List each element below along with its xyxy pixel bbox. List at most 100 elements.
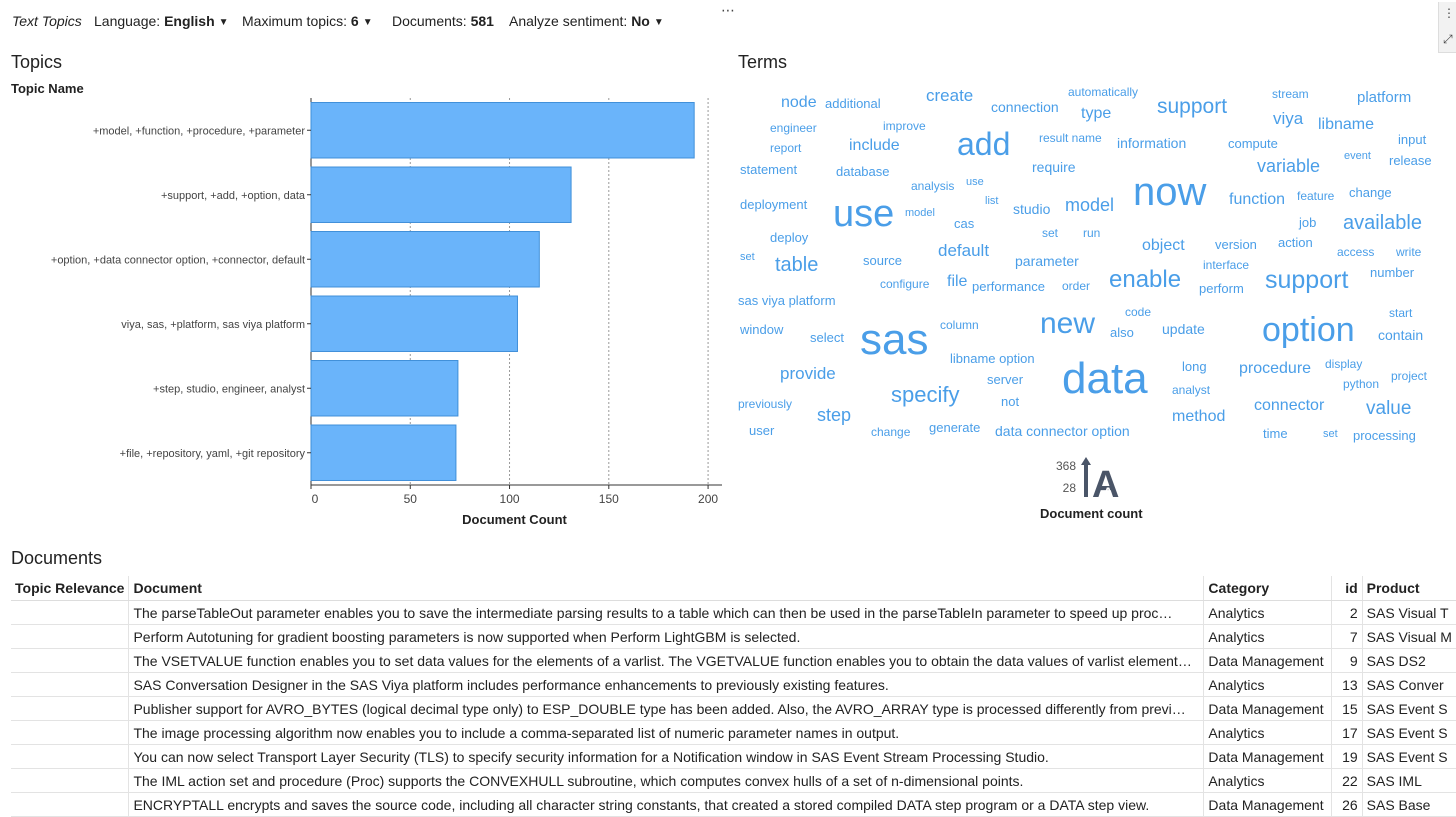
term-release[interactable]: release bbox=[1389, 153, 1432, 168]
max-topics-dropdown[interactable]: Maximum topics: 6 ▼ bbox=[242, 13, 373, 29]
more-horizontal-icon[interactable]: ⋯ bbox=[721, 2, 736, 18]
term-server[interactable]: server bbox=[987, 372, 1024, 387]
term-provide[interactable]: provide bbox=[780, 364, 836, 383]
term-enable[interactable]: enable bbox=[1109, 266, 1182, 293]
term-support[interactable]: support bbox=[1157, 95, 1228, 118]
term-compute[interactable]: compute bbox=[1228, 136, 1278, 151]
table-row[interactable]: The VSETVALUE function enables you to se… bbox=[11, 648, 1456, 673]
term-deploy[interactable]: deploy bbox=[770, 230, 809, 245]
term-default[interactable]: default bbox=[938, 241, 990, 260]
term-display[interactable]: display bbox=[1325, 357, 1363, 371]
term-run[interactable]: run bbox=[1083, 226, 1101, 240]
term-new[interactable]: new bbox=[1040, 307, 1096, 340]
term-add[interactable]: add bbox=[957, 126, 1011, 162]
term-stream[interactable]: stream bbox=[1272, 87, 1309, 101]
term-deployment[interactable]: deployment bbox=[740, 197, 808, 212]
term-generate[interactable]: generate bbox=[929, 420, 981, 435]
term-file[interactable]: file bbox=[947, 273, 968, 290]
term-write[interactable]: write bbox=[1396, 245, 1422, 259]
term-information[interactable]: information bbox=[1117, 135, 1187, 151]
column-header-topic-relevance[interactable]: Topic Relevance bbox=[11, 576, 129, 601]
column-header-document[interactable]: Document bbox=[128, 576, 1204, 601]
column-header-product[interactable]: Product bbox=[1361, 576, 1456, 601]
term-additional[interactable]: additional bbox=[825, 96, 881, 111]
term-version[interactable]: version bbox=[1215, 237, 1257, 252]
term-change[interactable]: change bbox=[1349, 185, 1392, 200]
term-input[interactable]: input bbox=[1398, 132, 1427, 147]
term-statement[interactable]: statement bbox=[740, 162, 798, 177]
table-row[interactable]: The IML action set and procedure (Proc) … bbox=[11, 768, 1456, 793]
term-data[interactable]: data bbox=[1062, 354, 1148, 403]
term-configure[interactable]: configure bbox=[880, 277, 930, 291]
term-column[interactable]: column bbox=[940, 318, 979, 332]
term-libname[interactable]: libname bbox=[1318, 116, 1375, 133]
sentiment-dropdown[interactable]: Analyze sentiment: No ▼ bbox=[509, 13, 664, 29]
term-order[interactable]: order bbox=[1062, 279, 1091, 293]
term-previously[interactable]: previously bbox=[738, 397, 793, 411]
term-connection[interactable]: connection bbox=[991, 99, 1059, 115]
term-event[interactable]: event bbox=[1344, 150, 1371, 162]
term-performance[interactable]: performance bbox=[972, 279, 1045, 294]
term-code[interactable]: code bbox=[1125, 305, 1152, 319]
term-sas-viya-platform[interactable]: sas viya platform bbox=[738, 293, 836, 308]
term-now[interactable]: now bbox=[1133, 170, 1207, 214]
table-row[interactable]: ENCRYPTALL encrypts and saves the source… bbox=[11, 792, 1456, 817]
term-update[interactable]: update bbox=[1162, 321, 1205, 337]
term-select[interactable]: select bbox=[810, 330, 844, 345]
term-value[interactable]: value bbox=[1366, 398, 1412, 419]
term-available[interactable]: available bbox=[1343, 212, 1422, 234]
term-feature[interactable]: feature bbox=[1297, 189, 1335, 203]
term-model[interactable]: model bbox=[905, 207, 935, 219]
term-number[interactable]: number bbox=[1370, 265, 1415, 280]
term-require[interactable]: require bbox=[1032, 159, 1076, 175]
term-start[interactable]: start bbox=[1389, 306, 1413, 320]
term-create[interactable]: create bbox=[926, 86, 974, 105]
term-function[interactable]: function bbox=[1229, 191, 1286, 208]
term-method[interactable]: method bbox=[1172, 408, 1226, 425]
table-row[interactable]: Perform Autotuning for gradient boosting… bbox=[11, 624, 1456, 649]
term-access[interactable]: access bbox=[1337, 245, 1375, 259]
more-vertical-icon[interactable]: ⋮ bbox=[1443, 6, 1455, 20]
term-list[interactable]: list bbox=[985, 195, 999, 207]
table-row[interactable]: SAS Conversation Designer in the SAS Viy… bbox=[11, 672, 1456, 697]
term-set[interactable]: set bbox=[1323, 428, 1338, 440]
maximize-icon[interactable]: ⤢ bbox=[1443, 32, 1453, 46]
term-studio[interactable]: studio bbox=[1013, 201, 1051, 217]
language-dropdown[interactable]: Language: English ▼ bbox=[94, 13, 229, 29]
term-table[interactable]: table bbox=[775, 254, 819, 276]
term-change[interactable]: change bbox=[871, 425, 911, 439]
term-step[interactable]: step bbox=[817, 405, 852, 425]
term-not[interactable]: not bbox=[1001, 394, 1020, 409]
table-row[interactable]: The parseTableOut parameter enables you … bbox=[11, 600, 1456, 625]
table-row[interactable]: The image processing algorithm now enabl… bbox=[11, 720, 1456, 745]
term-long[interactable]: long bbox=[1182, 359, 1207, 374]
term-support[interactable]: support bbox=[1265, 266, 1349, 294]
term-set[interactable]: set bbox=[740, 251, 755, 263]
term-database[interactable]: database bbox=[836, 164, 890, 179]
term-interface[interactable]: interface bbox=[1203, 258, 1250, 272]
term-action[interactable]: action bbox=[1278, 235, 1313, 250]
term-libname-option[interactable]: libname option bbox=[950, 351, 1035, 366]
term-node[interactable]: node bbox=[781, 94, 817, 111]
term-source[interactable]: source bbox=[863, 253, 903, 268]
term-job[interactable]: job bbox=[1299, 215, 1317, 230]
term-result-name[interactable]: result name bbox=[1039, 131, 1102, 145]
term-sas[interactable]: sas bbox=[860, 315, 929, 364]
column-header-category[interactable]: Category bbox=[1203, 576, 1332, 601]
term-cas[interactable]: cas bbox=[954, 216, 975, 231]
term-processing[interactable]: processing bbox=[1353, 428, 1416, 443]
term-procedure[interactable]: procedure bbox=[1239, 360, 1312, 377]
term-perform[interactable]: perform bbox=[1199, 281, 1244, 296]
term-type[interactable]: type bbox=[1081, 105, 1112, 122]
term-option[interactable]: option bbox=[1262, 311, 1355, 349]
term-report[interactable]: report bbox=[770, 141, 802, 155]
term-also[interactable]: also bbox=[1110, 325, 1134, 340]
term-improve[interactable]: improve bbox=[883, 119, 926, 133]
table-row[interactable]: You can now select Transport Layer Secur… bbox=[11, 744, 1456, 769]
column-header-id[interactable]: id bbox=[1331, 576, 1363, 601]
term-include[interactable]: include bbox=[849, 137, 900, 154]
table-row[interactable]: Publisher support for AVRO_BYTES (logica… bbox=[11, 696, 1456, 721]
term-data-connector-option[interactable]: data connector option bbox=[995, 423, 1130, 439]
term-window[interactable]: window bbox=[740, 322, 784, 337]
term-parameter[interactable]: parameter bbox=[1015, 253, 1079, 269]
